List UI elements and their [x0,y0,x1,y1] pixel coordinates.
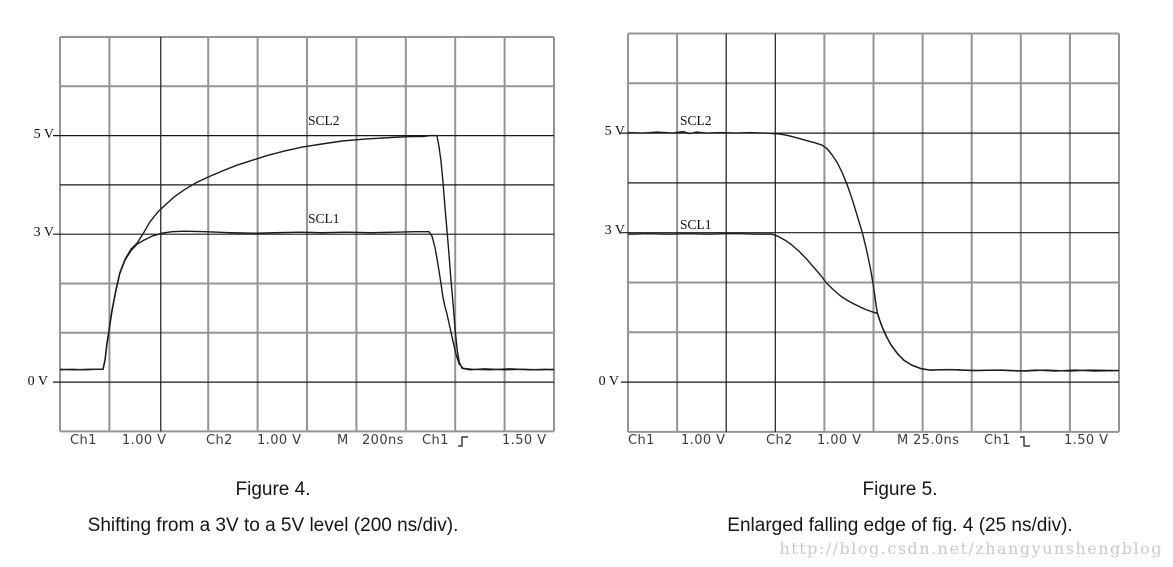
figure-5-scl1-trace [627,232,1120,372]
figure-4-caption: Shifting from a 3V to a 5V level (200 ns… [87,515,459,536]
figure-4-scl1-label: SCL1 [308,211,340,226]
figure-5-ch2-label: Ch2 [766,433,793,448]
figure-5-ch2-scale: 1.00 V [817,433,862,448]
figure-5-ch1-label: Ch1 [628,433,655,448]
figure-5-trigger-level: 1.50 V [1064,433,1109,448]
watermark: http://blog.csdn.net/zhangyunshengblog [779,539,1163,558]
figure-4-title: Figure 4. [235,479,311,500]
figure-4-5v-label: 5 V [33,127,54,142]
figure-4-ch2-scale: 1.00 V [257,433,302,448]
figure-5-0v-label: 0 V [598,374,619,389]
figure-5-caption: Enlarged falling edge of fig. 4 (25 ns/d… [727,515,1073,536]
figure-4-scl2-label: SCL2 [308,113,340,128]
figure-5-trigger-source: Ch1 [984,433,1011,448]
figure-5-scl2-label: SCL2 [680,113,712,128]
figure-5-ch1-scale: 1.00 V [681,433,726,448]
figure-4-plot [53,36,555,433]
figure-4-timebase-value: 200ns [362,433,404,448]
figure-5-5v-label: 5 V [604,124,625,139]
figure-4-trigger-source: Ch1 [422,433,449,448]
figure-5-3v-label: 3 V [604,223,625,238]
figure-5-timebase-value: 25.0ns [913,433,960,448]
figure-5-main-timebase-label: M [897,433,909,448]
rising-edge-trigger-icon [458,436,468,447]
figure-5-plot [621,32,1120,433]
figure-4-0v-label: 0 V [27,374,48,389]
figure-4-3v-label: 3 V [33,225,54,240]
figure-4-scl1-trace [59,230,555,371]
falling-edge-trigger-icon [1020,436,1030,447]
figure-4-ch2-label: Ch2 [206,433,233,448]
figure-4-main-timebase-label: M [337,433,349,448]
figure-5-title: Figure 5. [862,479,938,500]
figure-4-trigger-level: 1.50 V [502,433,547,448]
figure-5-scl1-label: SCL1 [680,217,712,232]
figure-4-ch1-scale: 1.00 V [122,433,167,448]
figure-4-ch1-label: Ch1 [70,433,97,448]
